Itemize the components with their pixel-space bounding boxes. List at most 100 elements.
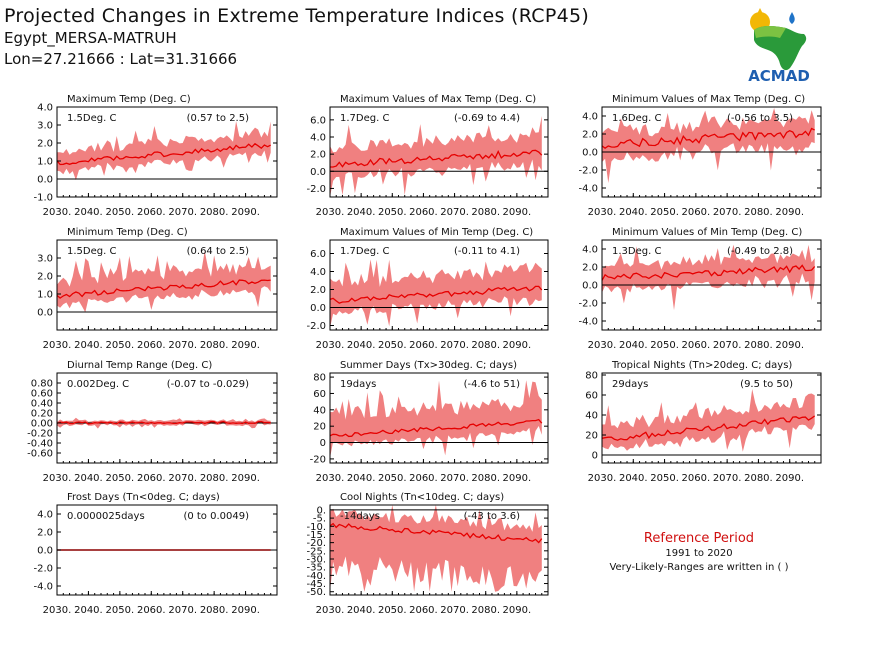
x-tick-label: 2080. [200, 340, 229, 351]
y-tick-label: 0.40 [31, 399, 53, 410]
plot-frame [329, 106, 549, 198]
y-tick-label: 0.60 [31, 389, 53, 400]
chart-range: (0.64 to 2.5) [187, 246, 249, 257]
y-tick-label: 3.0 [37, 254, 53, 265]
chart-range: (-0.69 to 4.4) [454, 113, 520, 124]
y-tick-label: -15. [306, 530, 326, 541]
y-tick-label: 0.0 [582, 281, 598, 292]
x-tick-label: 2040. [74, 605, 103, 616]
chart-panel: 2030. 2040. 2050. 2060. 2070. 2080. 2090.-50.-… [306, 492, 549, 616]
x-tick-label: 2060. [137, 340, 166, 351]
chart-title: Minimum Values of Max Temp (Deg. C) [612, 94, 805, 105]
y-tick-label: 6.0 [310, 115, 326, 126]
station-name: Egypt_MERSA-MATRUH [4, 29, 177, 47]
y-tick-label: 0.80 [31, 379, 53, 390]
x-tick-label: 2050. [378, 340, 407, 351]
y-tick-label: -0.60 [27, 449, 53, 460]
y-tick-label: -1.0 [33, 193, 53, 204]
y-tick-label: -2.0 [306, 184, 326, 195]
y-tick-label: 3.0 [37, 121, 53, 132]
africa-map-logo-icon: ACMAD [748, 8, 810, 84]
chart-title: Minimum Temp (Deg. C) [67, 227, 188, 238]
x-tick-label: 2090. [231, 207, 260, 218]
title-block: Projected Changes in Extreme Temperature… [4, 4, 589, 70]
y-tick-label: 0.0 [37, 308, 53, 319]
chart-stat: 19days [340, 379, 376, 390]
x-tick-label: 2070. [168, 340, 197, 351]
plot-frame [601, 372, 822, 464]
y-tick-label: 4.0 [582, 245, 598, 256]
y-tick-label: -35. [306, 563, 326, 574]
plot-frame [56, 106, 278, 198]
reference-title: Reference Period [643, 531, 755, 546]
chart-range: (0.57 to 2.5) [187, 113, 249, 124]
x-tick-label: 2080. [471, 605, 500, 616]
y-tick-label: 4.0 [310, 267, 326, 278]
y-tick-label: -10. [306, 522, 326, 533]
x-tick-label: 2030. [43, 340, 72, 351]
plot-frame [329, 372, 549, 464]
x-tick-label: 2040. [347, 207, 376, 218]
y-tick-label: -4.0 [578, 317, 598, 328]
chart-range: (-0.56 to 3.5) [727, 113, 793, 124]
chart-title: Frost Days (Tn<0deg. C; days) [67, 492, 220, 503]
x-tick-label: 2060. [682, 340, 711, 351]
x-tick-label: 2040. [347, 473, 376, 484]
x-tick-label: 2040. [74, 207, 103, 218]
x-tick-label: 2070. [168, 207, 197, 218]
y-tick-label: -20 [310, 454, 326, 465]
y-tick-label: -5. [313, 514, 326, 525]
x-tick-label: 2030. [588, 473, 617, 484]
x-tick-label: 2030. [316, 473, 345, 484]
x-tick-label: 2070. [168, 473, 197, 484]
x-tick-label: 2090. [503, 473, 532, 484]
y-tick-label: -0.40 [27, 439, 53, 450]
y-tick-label: 4.0 [37, 103, 53, 114]
chart-stat: -14days [340, 511, 380, 522]
y-tick-label: 0 [320, 438, 326, 449]
y-tick-label: -4.0 [33, 582, 53, 593]
y-tick-label: -2.0 [578, 166, 598, 177]
station-coords: Lon=27.21666 : Lat=31.31666 [4, 50, 238, 68]
y-tick-label: 2.0 [582, 130, 598, 141]
y-tick-label: 6.0 [310, 249, 326, 260]
x-tick-label: 2080. [471, 340, 500, 351]
x-tick-label: 2080. [744, 340, 773, 351]
chart-range: (-0.11 to 4.1) [454, 246, 520, 257]
uncertainty-band [57, 121, 271, 181]
chart-panel: 2030. 2040. 2050. 2060. 2070. 2080. 2090. -2.0 0… [306, 94, 549, 218]
reference-period: 1991 to 2020 [665, 548, 733, 559]
x-tick-label: 2080. [744, 207, 773, 218]
y-tick-label: -4.0 [578, 184, 598, 195]
x-tick-label: 2060. [137, 473, 166, 484]
plot-frame [56, 239, 278, 331]
y-tick-label: -50. [306, 587, 326, 598]
x-tick-label: 2080. [471, 207, 500, 218]
x-tick-label: 2080. [744, 473, 773, 484]
y-tick-label: 80 [585, 371, 598, 382]
x-tick-label: 2050. [378, 605, 407, 616]
x-tick-label: 2090. [231, 473, 260, 484]
y-tick-label: 1.0 [37, 157, 53, 168]
y-tick-label: 40 [313, 405, 326, 416]
median-line [601, 415, 816, 441]
y-tick-label: 0 [592, 451, 598, 462]
y-tick-label: 0.0 [310, 167, 326, 178]
chart-panel: 2030. 2040. 2050. 2060. 2070. 2080. 2090. -4.0 -… [578, 94, 822, 218]
chart-title: Summer Days (Tx>30deg. C; days) [340, 360, 517, 371]
chart-panel: 2030. 2040. 2050. 2060. 2070. 2080. 2090. -20 0 2… [310, 360, 549, 484]
chart-stat: 1.5Deg. C [67, 246, 116, 257]
median-line [601, 264, 816, 281]
chart-range: (0 to 0.0049) [183, 511, 249, 522]
y-tick-label: -25. [306, 546, 326, 557]
chart-stat: 1.3Deg. C [612, 246, 661, 257]
x-tick-label: 2070. [440, 207, 469, 218]
x-tick-label: 2040. [74, 340, 103, 351]
y-tick-label: -2.0 [306, 321, 326, 332]
x-tick-label: 2040. [619, 473, 648, 484]
y-tick-label: 0.00 [31, 419, 53, 430]
x-tick-label: 2060. [409, 605, 438, 616]
page-title: Projected Changes in Extreme Temperature… [4, 5, 590, 27]
plot-frame [329, 239, 549, 331]
y-tick-label: 20 [313, 422, 326, 433]
